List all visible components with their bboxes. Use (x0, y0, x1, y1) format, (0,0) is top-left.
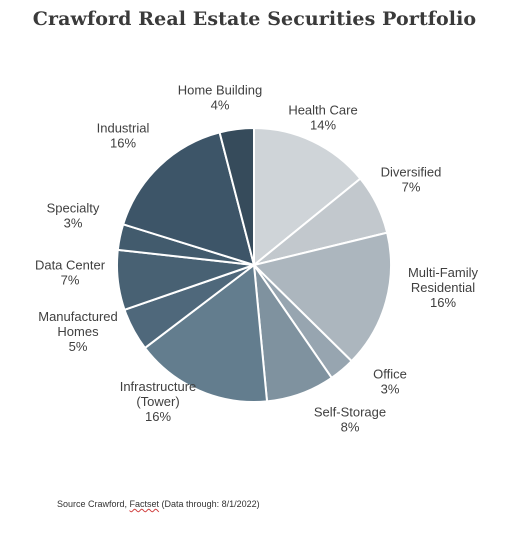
slice-name: Diversified (381, 165, 442, 180)
pie-labels: Health Care 14%Diversified 7%Multi-Family R… (35, 83, 479, 435)
slice-label: Home Building 4% (178, 83, 263, 113)
slice-name: Health Care (288, 103, 357, 118)
slice-value: 7% (402, 180, 421, 195)
slice-value: 16% (110, 136, 136, 151)
slice-name: Multi-Family (408, 265, 479, 280)
slice-value: 14% (310, 118, 336, 133)
slice-value: 3% (381, 382, 400, 397)
pie-slice-health-care (253, 127, 362, 266)
slice-label: Office 3% (373, 367, 407, 397)
pie-slice-multi-family-residential (253, 231, 392, 363)
slice-value: 7% (61, 273, 80, 288)
slice-label: Multi-Family Residential 16% (408, 265, 479, 310)
slice-label: Diversified 7% (381, 165, 442, 195)
slice-name: (Tower) (136, 394, 179, 409)
pie-slice-home-building (218, 127, 255, 266)
pie-slices (116, 127, 392, 403)
slice-label: Specialty 3% (47, 201, 100, 231)
slice-name: Home Building (178, 83, 263, 98)
slice-name: Residential (411, 280, 475, 295)
slice-value: 16% (145, 409, 171, 424)
slice-name: Industrial (97, 121, 150, 136)
slice-name: Self-Storage (314, 405, 386, 420)
slice-name: Infrastructure (120, 379, 197, 394)
slice-value: 5% (69, 339, 88, 354)
slice-value: 8% (341, 420, 360, 435)
chart-title: Crawford Real Estate Securities Portfoli… (32, 8, 477, 30)
source-note: Source Crawford, Factset (Data through: … (57, 499, 260, 509)
slice-label: Industrial 16% (97, 121, 150, 151)
slice-value: 4% (211, 98, 230, 113)
slice-name: Office (373, 367, 407, 382)
slice-label: Manufactured Homes 5% (38, 309, 118, 354)
slice-label: Data Center 7% (35, 258, 106, 288)
slice-value: 16% (430, 295, 456, 310)
slice-label: Health Care 14% (288, 103, 357, 133)
source-prefix: Source Crawford, (57, 499, 130, 509)
slice-name: Data Center (35, 258, 106, 273)
source-factset: Factset (129, 499, 160, 509)
pie-slice-industrial (122, 131, 255, 266)
slice-label: Infrastructure (Tower) 16% (120, 379, 197, 424)
slice-name: Specialty (47, 201, 100, 216)
slice-name: Manufactured (38, 309, 118, 324)
source-suffix: (Data through: 8/1/2022) (159, 499, 260, 509)
slice-name: Homes (57, 324, 99, 339)
pie-slice-infrastructure-tower (143, 264, 269, 403)
slice-value: 3% (64, 216, 83, 231)
slice-label: Self-Storage 8% (314, 405, 386, 435)
